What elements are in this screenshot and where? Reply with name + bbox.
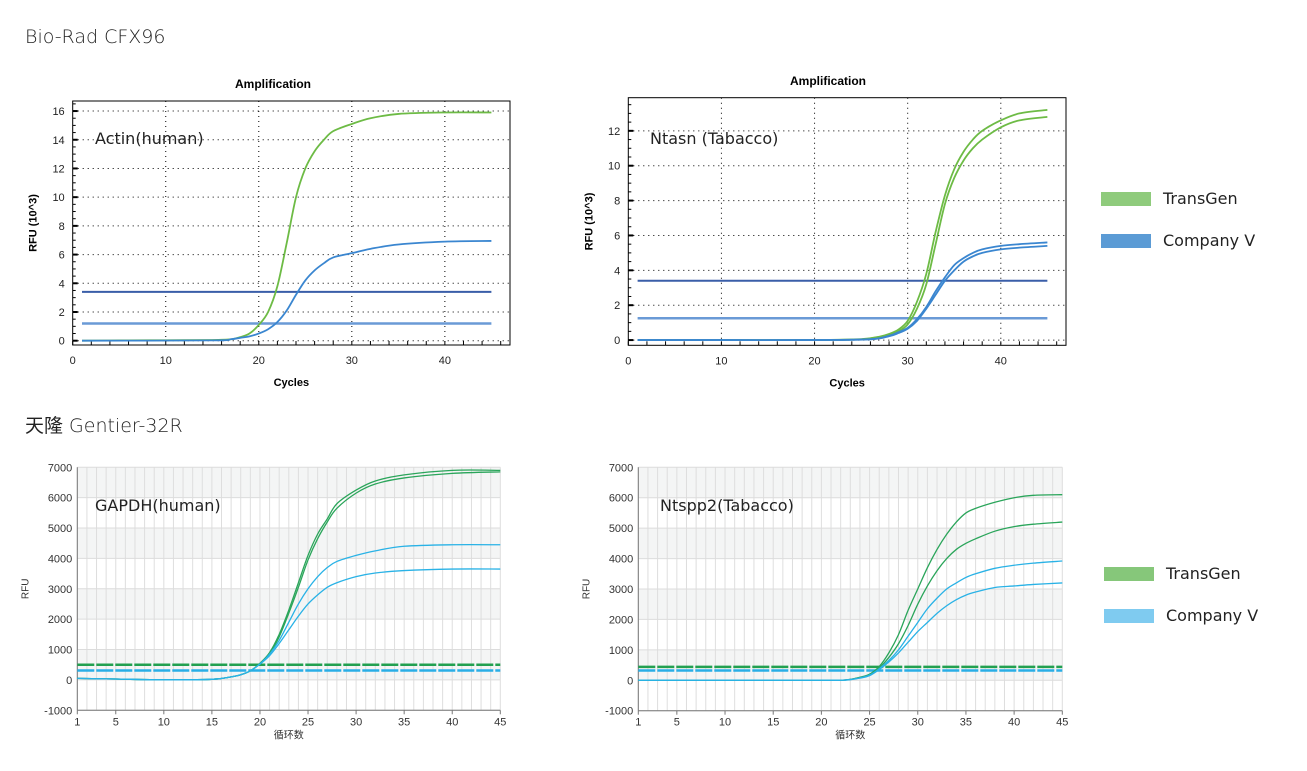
- legend-item-transgen: TransGen: [1104, 564, 1241, 583]
- y-tick-label: 6: [614, 230, 620, 242]
- x-tick-label: 15: [767, 717, 779, 729]
- x-tick-label: 40: [439, 355, 451, 367]
- y-axis-label: RFU: [581, 579, 592, 600]
- legend-label: TransGen: [1166, 564, 1241, 583]
- legend-label: TransGen: [1163, 189, 1238, 208]
- x-tick-label: 5: [113, 716, 119, 728]
- y-tick-label: -1000: [44, 705, 72, 717]
- legend-label: Company V: [1166, 606, 1259, 625]
- y-tick-label: 16: [52, 106, 64, 118]
- y-axis-label: RFU (10^3): [583, 192, 595, 250]
- y-tick-label: 4: [614, 265, 620, 277]
- x-tick-label: 10: [715, 355, 727, 367]
- x-tick-label: 30: [912, 717, 924, 729]
- y-tick-label: 6: [59, 250, 65, 262]
- y-tick-label: 0: [627, 675, 633, 687]
- y-tick-label: -1000: [605, 706, 633, 718]
- y-tick-label: 0: [59, 336, 65, 348]
- y-tick-label: 0: [66, 675, 72, 687]
- y-tick-label: 0: [614, 335, 620, 347]
- legend-swatch: [1104, 566, 1154, 581]
- legend-label: Company V: [1163, 231, 1256, 250]
- chart-title: Amplification: [235, 77, 311, 91]
- y-tick-label: 1000: [609, 645, 633, 657]
- x-tick-label: 15: [206, 716, 218, 728]
- x-tick-label: 20: [808, 355, 820, 367]
- y-axis-label: RFU: [20, 579, 31, 600]
- section-title-biorad: Bio-Rad CFX96: [25, 26, 166, 48]
- x-tick-label: 40: [446, 716, 458, 728]
- y-tick-label: 14: [52, 135, 64, 147]
- y-tick-label: 2000: [609, 614, 633, 626]
- legend-item-company-v: Company V: [1101, 231, 1255, 250]
- x-axis-label: 循环数: [274, 728, 304, 741]
- y-tick-label: 3000: [48, 584, 72, 596]
- x-tick-label: 35: [960, 717, 972, 729]
- y-tick-label: 5000: [609, 523, 633, 535]
- y-tick-label: 7000: [48, 462, 72, 474]
- x-tick-label: 5: [674, 717, 680, 729]
- x-axis-label: Cycles: [274, 377, 309, 389]
- x-tick-label: 0: [70, 355, 76, 367]
- y-tick-label: 4000: [48, 553, 72, 565]
- x-tick-label: 40: [1008, 717, 1020, 729]
- x-tick-label: 1: [635, 717, 641, 729]
- x-tick-label: 30: [902, 355, 914, 367]
- legend-swatch: [1104, 608, 1154, 623]
- chart-annotation: Actin(human): [95, 129, 204, 148]
- plot-area: [627, 97, 1067, 346]
- x-axis-label: 循环数: [835, 729, 865, 742]
- y-tick-label: 7000: [609, 462, 633, 474]
- y-tick-label: 12: [52, 163, 64, 175]
- y-tick-label: 4: [59, 278, 65, 290]
- x-tick-label: 10: [719, 717, 731, 729]
- y-tick-label: 4000: [609, 554, 633, 566]
- y-tick-label: 2: [59, 307, 65, 319]
- series-line-company-v: [77, 568, 501, 681]
- series-line-company-v: [638, 582, 1063, 681]
- x-tick-label: 10: [158, 716, 170, 728]
- x-axis-label: Cycles: [829, 377, 864, 389]
- chart-annotation: Ntspp2(Tabacco): [660, 496, 794, 515]
- series-line-company-v: [637, 245, 1048, 342]
- series-line-company-v: [82, 240, 492, 342]
- y-tick-label: 2: [614, 300, 620, 312]
- y-tick-label: 5000: [48, 523, 72, 535]
- chart-annotation: Ntasn (Tabacco): [650, 129, 778, 148]
- y-tick-label: 12: [608, 126, 620, 138]
- y-tick-label: 1000: [48, 645, 72, 657]
- y-tick-label: 6000: [48, 493, 72, 505]
- y-tick-label: 2000: [48, 614, 72, 626]
- chart-title: Amplification: [790, 74, 866, 88]
- x-tick-label: 10: [160, 355, 172, 367]
- x-tick-label: 20: [815, 717, 827, 729]
- y-axis-label: RFU (10^3): [28, 194, 40, 252]
- x-tick-label: 45: [1056, 717, 1068, 729]
- y-tick-label: 10: [608, 161, 620, 173]
- y-tick-label: 10: [52, 192, 64, 204]
- legend-swatch: [1101, 233, 1151, 248]
- chart-annotation: GAPDH(human): [95, 496, 221, 515]
- x-tick-label: 45: [494, 716, 506, 728]
- legend-item-company-v: Company V: [1104, 606, 1258, 625]
- x-tick-label: 0: [625, 355, 631, 367]
- x-tick-label: 25: [863, 717, 875, 729]
- y-tick-label: 8: [614, 196, 620, 208]
- x-tick-label: 20: [254, 716, 266, 728]
- legend-swatch: [1101, 191, 1151, 206]
- y-tick-label: 8: [59, 221, 65, 233]
- x-tick-label: 20: [253, 355, 265, 367]
- x-tick-label: 40: [995, 355, 1007, 367]
- x-tick-label: 1: [74, 716, 80, 728]
- y-tick-label: 6000: [609, 493, 633, 505]
- x-tick-label: 30: [350, 716, 362, 728]
- x-tick-label: 35: [398, 716, 410, 728]
- y-tick-label: 3000: [609, 584, 633, 596]
- x-tick-label: 30: [346, 355, 358, 367]
- legend-item-transgen: TransGen: [1101, 189, 1238, 208]
- x-tick-label: 25: [302, 716, 314, 728]
- section-title-gentier: 天隆 Gentier-32R: [25, 415, 183, 437]
